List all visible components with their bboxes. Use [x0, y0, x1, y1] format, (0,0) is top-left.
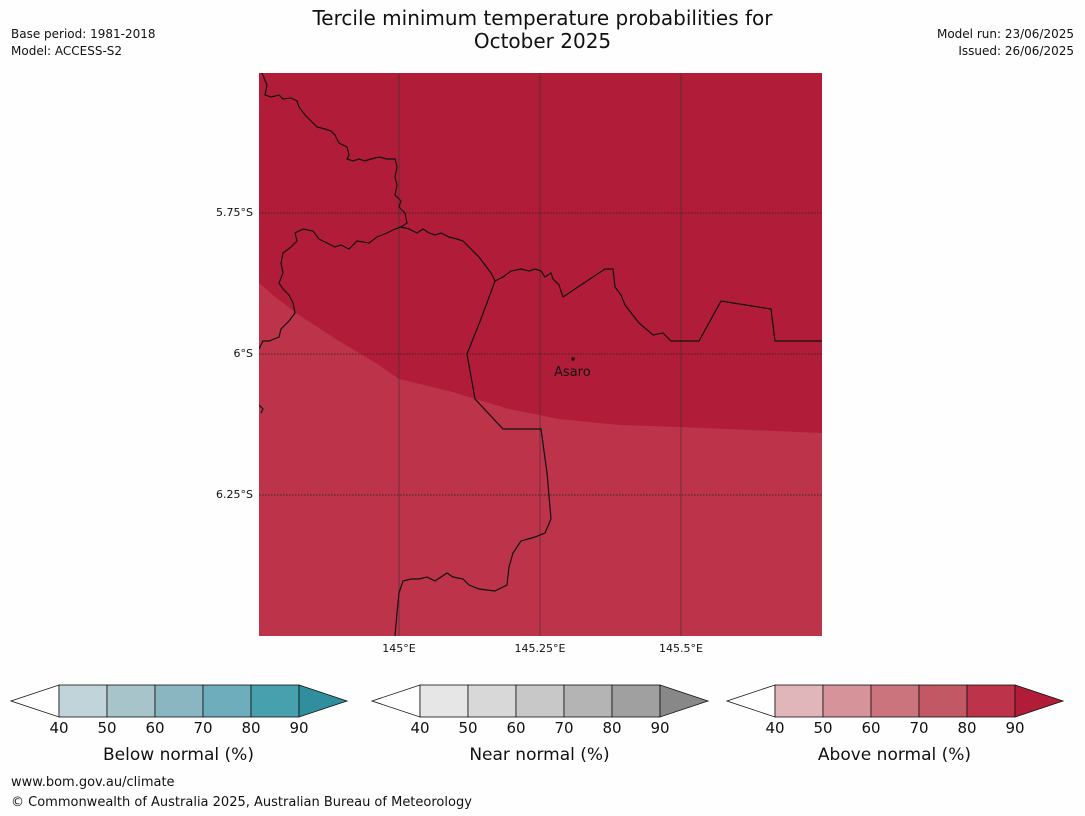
colorbar-over-triangle	[298, 684, 349, 718]
colorbar-over-triangle	[1014, 684, 1065, 718]
colorbar-segment-70	[918, 684, 968, 718]
legend-below-normal: 40 50 60 70 80 90	[10, 684, 350, 737]
title-line-2: October 2025	[473, 29, 612, 53]
model-name: Model: ACCESS-S2	[11, 44, 123, 58]
lon-label-145e: 145°E	[382, 642, 416, 655]
colorbar-tick-80: 80	[602, 719, 622, 737]
boundary-north	[261, 72, 408, 228]
colorbar-under-triangle	[10, 684, 60, 718]
colorbar-tick-80: 80	[957, 719, 977, 737]
boundary-west-stub	[258, 404, 264, 414]
colorbar-segment-50	[467, 684, 517, 718]
colorbar-segment-80	[611, 684, 661, 718]
asaro-label: Asaro	[554, 365, 591, 380]
colorbar-tick-60: 60	[861, 719, 881, 737]
issued-date: Issued: 26/06/2025	[958, 44, 1074, 58]
province-boundaries	[258, 72, 822, 637]
colorbar-tick-60: 60	[145, 719, 165, 737]
lat-label-6-25s: 6.25°S	[216, 488, 253, 501]
colorbar-tick-70: 70	[909, 719, 929, 737]
latitude-gridlines	[259, 212, 822, 496]
lat-label-6s: 6°S	[233, 347, 253, 360]
lon-label-145-5e: 145.5°E	[659, 642, 703, 655]
legend-near-normal: 40 50 60 70 80 90	[371, 684, 711, 737]
colorbar-segment-40	[774, 684, 824, 718]
model-run: Model run: 23/06/2025	[936, 27, 1074, 41]
map-svg	[258, 72, 822, 637]
map-title: Tercile minimum temperature probabilitie…	[0, 7, 1085, 53]
legend-above-normal: 40 50 60 70 80 90	[726, 684, 1066, 737]
colorbar-tick-60: 60	[506, 719, 526, 737]
colorbar-tick-40: 40	[410, 719, 430, 737]
lon-label-145-25e: 145.25°E	[514, 642, 566, 655]
colorbar-tick-50: 50	[813, 719, 833, 737]
colorbar-tick-90: 90	[289, 719, 309, 737]
colorbar-tick-90: 90	[1005, 719, 1025, 737]
meta-left: Base period: 1981-2018 Model: ACCESS-S2	[11, 26, 156, 60]
footer-url: www.bom.gov.au/climate	[11, 775, 175, 790]
colorbar-tick-90: 90	[650, 719, 670, 737]
below-normal-colorbar	[10, 684, 349, 718]
legend-title-below: Below normal (%)	[103, 745, 254, 765]
colorbar-segment-60	[870, 684, 920, 718]
colorbar-under-triangle	[371, 684, 421, 718]
colorbar-segment-70	[563, 684, 613, 718]
colorbar-segment-40	[58, 684, 108, 718]
boundary-west-ridge	[258, 226, 402, 350]
colorbar-segment-80	[250, 684, 300, 718]
near-normal-colorbar	[371, 684, 710, 718]
legend-title-above: Above normal (%)	[817, 745, 972, 765]
colorbar-segment-70	[202, 684, 252, 718]
longitude-gridlines	[398, 73, 682, 636]
asaro-marker	[571, 357, 575, 361]
colorbar-segment-40	[419, 684, 469, 718]
boundary-ridge-east	[400, 226, 496, 282]
colorbar-tick-70: 70	[193, 719, 213, 737]
colorbar-over-triangle	[659, 684, 710, 718]
map-panel	[258, 72, 822, 637]
title-line-1: Tercile minimum temperature probabilitie…	[312, 6, 773, 30]
footer-copyright: © Commonwealth of Australia 2025, Austra…	[11, 795, 472, 810]
colorbar-tick-40: 40	[49, 719, 69, 737]
base-period: Base period: 1981-2018	[11, 27, 156, 41]
boundary-east	[494, 268, 822, 342]
colorbar-segment-50	[822, 684, 872, 718]
colorbar-tick-50: 50	[97, 719, 117, 737]
colorbar-segment-50	[106, 684, 156, 718]
above-normal-colorbar	[726, 684, 1065, 718]
colorbar-tick-80: 80	[241, 719, 261, 737]
colorbar-segment-80	[966, 684, 1016, 718]
colorbar-tick-70: 70	[554, 719, 574, 737]
meta-right: Model run: 23/06/2025 Issued: 26/06/2025	[937, 26, 1074, 60]
colorbar-under-triangle	[726, 684, 776, 718]
colorbar-segment-60	[515, 684, 565, 718]
lat-label-5-75s: 5.75°S	[216, 206, 253, 219]
legend-title-near: Near normal (%)	[469, 745, 610, 765]
colorbar-segment-60	[154, 684, 204, 718]
colorbar-tick-40: 40	[765, 719, 785, 737]
colorbar-tick-50: 50	[458, 719, 478, 737]
boundary-central	[394, 280, 552, 637]
